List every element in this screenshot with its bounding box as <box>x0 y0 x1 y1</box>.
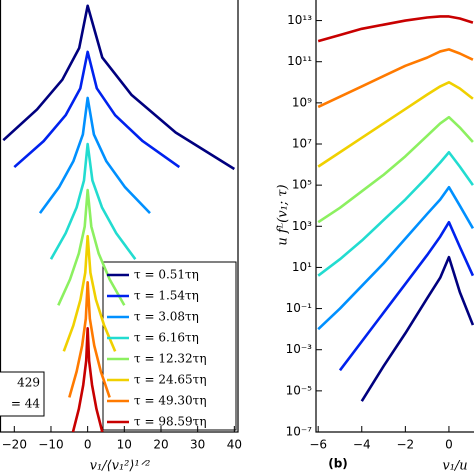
legend-label: τ = 24.65τη <box>134 373 207 387</box>
legend-label: τ = 0.51τη <box>134 268 199 282</box>
x-tick-label: 30 <box>190 438 205 452</box>
series-line <box>62 234 117 352</box>
series-line <box>71 327 104 432</box>
annotation: 429 <box>17 376 40 390</box>
series-line <box>317 48 474 109</box>
series-line <box>317 80 474 168</box>
y-tick-label: 10⁷ <box>292 137 312 151</box>
series-line <box>317 150 474 277</box>
series-line <box>338 220 474 372</box>
y-tick-label: 10⁵ <box>292 178 312 192</box>
legend-label: τ = 49.30τη <box>134 394 207 408</box>
x-tick-label: −4 <box>353 438 371 452</box>
x-tick-label: 40 <box>227 438 242 452</box>
y-tick-label: 10¹¹ <box>287 54 312 68</box>
right-frame <box>315 0 474 433</box>
series-line <box>2 4 236 171</box>
legend-label: τ = 98.59τη <box>134 415 207 429</box>
y-tick-label: 10⁻¹ <box>286 301 313 315</box>
y-tick-label: 10⁻⁷ <box>286 425 313 439</box>
y-tick-label: 10⁹ <box>292 95 312 109</box>
y-tick-label: 10¹ <box>292 260 312 274</box>
annotation: (b) <box>328 457 348 471</box>
series-line <box>13 50 181 169</box>
series-line <box>360 255 474 402</box>
x-tick-label: 10 <box>117 438 132 452</box>
x-tick-label: −2 <box>397 438 415 452</box>
y-tick-label: 10³ <box>292 219 312 233</box>
annotation: = 44 <box>11 397 41 411</box>
series-line <box>317 115 474 224</box>
x-axis-label: v₁/⟨v₁²⟩¹ᐟ² <box>90 459 151 474</box>
series-line <box>317 185 474 331</box>
x-tick-label: −10 <box>38 438 63 452</box>
y-tick-label: 10⁻³ <box>286 342 313 356</box>
x-tick-label: −6 <box>309 438 327 452</box>
x-tick-label: 0 <box>84 438 92 452</box>
series-line <box>68 280 111 398</box>
x-axis-label: v₁/u <box>442 459 467 474</box>
legend-label: τ = 12.32τη <box>134 352 207 366</box>
x-tick-label: 0 <box>445 438 453 452</box>
legend-label: τ = 3.08τη <box>134 310 199 324</box>
info-box <box>0 371 45 417</box>
series-line <box>317 15 474 43</box>
series-line <box>38 96 151 215</box>
series-line <box>57 188 126 306</box>
x-tick-label: 20 <box>153 438 168 452</box>
series-line <box>49 142 137 260</box>
left-frame <box>0 0 239 433</box>
legend-label: τ = 6.16τη <box>134 331 199 345</box>
y-axis-label: u fᴸ(v₁; τ) <box>276 184 291 245</box>
y-tick-label: 10⁻⁵ <box>286 383 313 397</box>
y-tick-label: 10¹³ <box>287 13 312 27</box>
legend-label: τ = 1.54τη <box>134 289 199 303</box>
x-tick-label: −20 <box>2 438 27 452</box>
